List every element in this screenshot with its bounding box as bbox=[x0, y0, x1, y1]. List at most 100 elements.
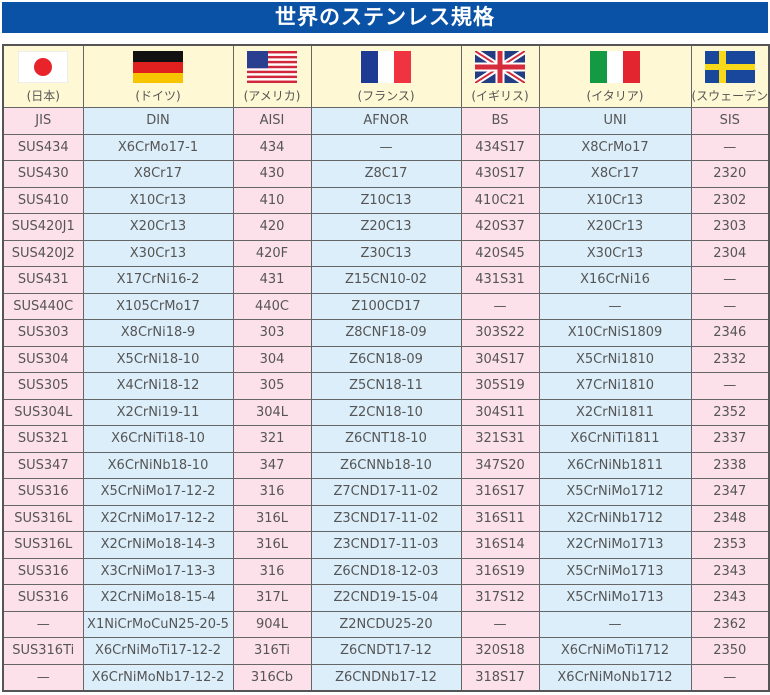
country-label: (日本) bbox=[26, 89, 60, 103]
table-row: SUS440C X105CrMo17 440C Z100CD17— — — bbox=[2, 292, 770, 320]
table-cell-uni: X5CrNiMo1713 bbox=[538, 557, 692, 585]
table-cell-afnor: Z20C13 bbox=[310, 213, 462, 241]
standard-code-header: BS bbox=[460, 107, 540, 135]
table-cell-aisi: 434 bbox=[232, 133, 312, 161]
standard-code-header: AISI bbox=[232, 107, 312, 135]
standard-code-header: SIS bbox=[690, 107, 770, 135]
table-cell-sis: 2347 bbox=[690, 478, 770, 506]
table-row: SUS303 X8CrNi18-9 303 Z8CNF18-09 303S22 X10Cr… bbox=[2, 319, 770, 347]
table-cell-aisi: 316Ti bbox=[232, 637, 312, 665]
table-cell-bs: 320S18 bbox=[460, 637, 540, 665]
table-cell-bs: 304S17 bbox=[460, 345, 540, 373]
table-cell-uni: X8CrMo17 bbox=[538, 133, 692, 161]
table-cell-jis: SUS304 bbox=[2, 345, 84, 373]
table-cell-din: X5CrNi18-10 bbox=[82, 345, 234, 373]
table-cell-jis: SUS316Ti bbox=[2, 637, 84, 665]
table-cell-afnor: Z15CN10-02 bbox=[310, 266, 462, 294]
table-cell-uni: X7CrNi1810 bbox=[538, 372, 692, 400]
table-cell-bs: 410C21 bbox=[460, 186, 540, 214]
table-cell-afnor: Z3CND17-11-03 bbox=[310, 531, 462, 559]
table-cell-aisi: 304 bbox=[232, 345, 312, 373]
table-cell-aisi: 305 bbox=[232, 372, 312, 400]
table-cell-uni: X16CrNi16 bbox=[538, 266, 692, 294]
table-row: — X1NiCrMoCuN25-20-5 904L Z2NCDU25-20— —2362 bbox=[2, 610, 770, 638]
table-cell-bs: 316S14 bbox=[460, 531, 540, 559]
country-header-cell: (イギリス) bbox=[460, 44, 540, 108]
table-cell-afnor: Z2CN18-10 bbox=[310, 398, 462, 426]
table-row: SUS410 X10Cr13 410 Z10C13 410C21 X10Cr13 2302 bbox=[2, 186, 770, 214]
table-row: SUS431 X17CrNi16-2 431 Z15CN10-02 431S31 X16C… bbox=[2, 266, 770, 294]
country-header-cell: (アメリカ) bbox=[232, 44, 312, 108]
table-cell-bs: 431S31 bbox=[460, 266, 540, 294]
table-cell-aisi: 316Cb bbox=[232, 663, 312, 692]
table-cell-din: X6CrNiNb18-10 bbox=[82, 451, 234, 479]
table-cell-din: X2CrNiMo18-15-4 bbox=[82, 584, 234, 612]
table-cell-bs: 434S17 bbox=[460, 133, 540, 161]
table-cell-sis: 2302 bbox=[690, 186, 770, 214]
table-cell-aisi: 317L bbox=[232, 584, 312, 612]
table-cell-aisi: 431 bbox=[232, 266, 312, 294]
table-cell-din: X5CrNiMo17-12-2 bbox=[82, 478, 234, 506]
table-row: SUS430 X8Cr17 430 Z8C17 430S17 X8Cr17 2320 bbox=[2, 160, 770, 188]
table-cell-afnor: Z6CND18-12-03 bbox=[310, 557, 462, 585]
table-cell-afnor: — bbox=[310, 133, 462, 161]
table-cell-afnor: Z6CNDT17-12 bbox=[310, 637, 462, 665]
table-cell-uni: X2CrNi1811 bbox=[538, 398, 692, 426]
table-cell-jis: SUS420J1 bbox=[2, 213, 84, 241]
table-cell-jis: SUS316L bbox=[2, 531, 84, 559]
table-cell-uni: X6CrNiTi1811 bbox=[538, 425, 692, 453]
table-cell-uni: X6CrNiMoTi1712 bbox=[538, 637, 692, 665]
country-label: (フランス) bbox=[357, 89, 415, 103]
table-cell-jis: SUS440C bbox=[2, 292, 84, 320]
table-cell-din: X2CrNiMo18-14-3 bbox=[82, 531, 234, 559]
standard-code-header: JIS bbox=[2, 107, 84, 135]
table-cell-din: X6CrMo17-1 bbox=[82, 133, 234, 161]
table-cell-din: X6CrNiMoTi17-12-2 bbox=[82, 637, 234, 665]
table-cell-jis: SUS316 bbox=[2, 584, 84, 612]
japan-flag-icon bbox=[4, 51, 82, 83]
table-row: SUS434 X6CrMo17-1 434—434S17 X8CrMo17— bbox=[2, 133, 770, 161]
table-cell-bs: 316S17 bbox=[460, 478, 540, 506]
table-cell-uni: X8Cr17 bbox=[538, 160, 692, 188]
table-cell-afnor: Z30C13 bbox=[310, 239, 462, 267]
table-cell-din: X30Cr13 bbox=[82, 239, 234, 267]
country-header-cell: (フランス) bbox=[310, 44, 462, 108]
table-cell-aisi: 410 bbox=[232, 186, 312, 214]
table-cell-afnor: Z5CN18-11 bbox=[310, 372, 462, 400]
table-cell-bs: — bbox=[460, 610, 540, 638]
table-cell-din: X6CrNiMoNb17-12-2 bbox=[82, 663, 234, 692]
table-cell-uni: X6CrNiNb1811 bbox=[538, 451, 692, 479]
table-cell-bs: 305S19 bbox=[460, 372, 540, 400]
standard-header-row: JIS DIN AISI AFNOR BS UNI SIS bbox=[2, 107, 770, 135]
page-title: 世界のステンレス規格 bbox=[2, 2, 768, 33]
table-cell-afnor: Z8C17 bbox=[310, 160, 462, 188]
table-cell-aisi: 440C bbox=[232, 292, 312, 320]
table-cell-din: X10Cr13 bbox=[82, 186, 234, 214]
table-row: SUS304 X5CrNi18-10 304 Z6CN18-09 304S17 X5CrN… bbox=[2, 345, 770, 373]
table-cell-afnor: Z2NCDU25-20 bbox=[310, 610, 462, 638]
country-header-cell: (ドイツ) bbox=[82, 44, 234, 108]
table-cell-sis: 2304 bbox=[690, 239, 770, 267]
standard-code-header: DIN bbox=[82, 107, 234, 135]
table-row: SUS316 X3CrNiMo17-13-3 316 Z6CND18-12-03 316… bbox=[2, 557, 770, 585]
table-cell-jis: SUS303 bbox=[2, 319, 84, 347]
table-cell-afnor: Z100CD17 bbox=[310, 292, 462, 320]
table-cell-bs: 321S31 bbox=[460, 425, 540, 453]
table-cell-aisi: 420 bbox=[232, 213, 312, 241]
table-cell-sis: 2353 bbox=[690, 531, 770, 559]
country-label: (スウェーデン) bbox=[691, 89, 769, 103]
table-cell-afnor: Z6CNNb18-10 bbox=[310, 451, 462, 479]
table-cell-din: X4CrNi18-12 bbox=[82, 372, 234, 400]
table-cell-uni: — bbox=[538, 292, 692, 320]
country-label: (アメリカ) bbox=[243, 89, 301, 103]
table-cell-afnor: Z7CND17-11-02 bbox=[310, 478, 462, 506]
table-cell-sis: 2303 bbox=[690, 213, 770, 241]
table-cell-aisi: 316L bbox=[232, 504, 312, 532]
table-cell-sis: 2337 bbox=[690, 425, 770, 453]
table-cell-din: X2CrNiMo17-12-2 bbox=[82, 504, 234, 532]
table-cell-din: X20Cr13 bbox=[82, 213, 234, 241]
table-row: SUS305 X4CrNi18-12 305 Z5CN18-11 305S19 X7CrN… bbox=[2, 372, 770, 400]
table-cell-uni: X2CrNiNb1712 bbox=[538, 504, 692, 532]
table-cell-afnor: Z2CND19-15-04 bbox=[310, 584, 462, 612]
table-cell-din: X3CrNiMo17-13-3 bbox=[82, 557, 234, 585]
